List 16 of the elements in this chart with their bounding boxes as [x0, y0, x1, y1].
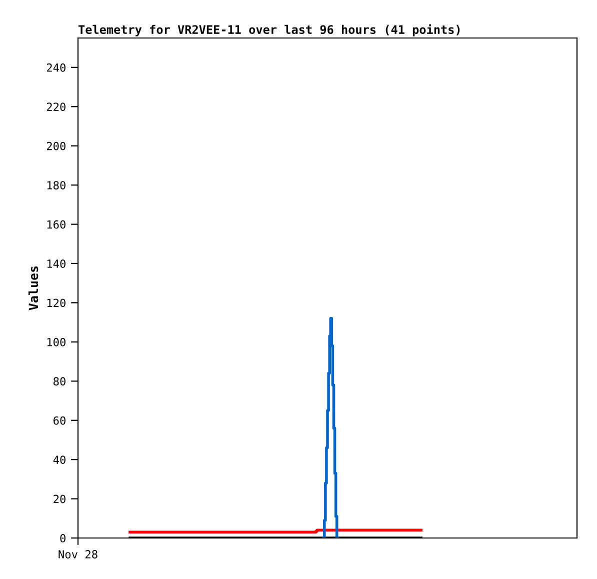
chart-title: Telemetry for VR2VEE-11 over last 96 hours (41 points) [78, 24, 460, 36]
y-tick-label: 180 [47, 181, 66, 190]
y-tick-label: 40 [53, 456, 66, 464]
x-tick-label: Nov 28 [58, 550, 98, 558]
y-tick-label: 80 [54, 377, 66, 386]
y-tick-label: 160 [47, 220, 66, 229]
y-tick-label: 200 [46, 142, 66, 150]
y-tick-label: 220 [46, 102, 66, 112]
y-tick-label: 140 [47, 259, 66, 268]
y-tick-label: 240 [46, 63, 66, 72]
y-tick-label: 0 [60, 534, 66, 542]
y-tick-label: 120 [47, 298, 66, 308]
y-tick-label: 60 [54, 416, 66, 425]
y-axis-title: Values [28, 266, 38, 310]
y-tick-label: 20 [54, 494, 66, 504]
y-tick-label: 100 [47, 338, 66, 346]
